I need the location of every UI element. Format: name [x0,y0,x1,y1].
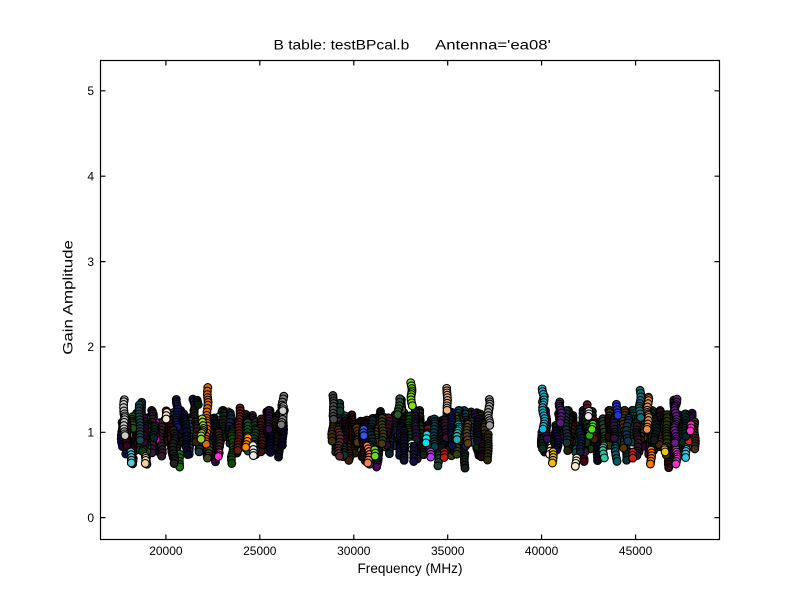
svg-text:B table: testBPcal.b: B table: testBPcal.b [274,38,410,53]
svg-text:4: 4 [87,169,94,183]
svg-text:25000: 25000 [243,544,277,558]
svg-text:5: 5 [87,84,94,98]
svg-text:40000: 40000 [525,544,559,558]
svg-text:30000: 30000 [337,544,371,558]
svg-text:2: 2 [87,340,94,354]
svg-text:Gain Amplitude: Gain Amplitude [61,240,76,355]
svg-text:Frequency (MHz): Frequency (MHz) [358,561,463,576]
svg-text:35000: 35000 [431,544,465,558]
svg-text:0: 0 [87,511,94,525]
svg-text:3: 3 [87,255,94,269]
svg-text:20000: 20000 [149,544,183,558]
svg-text:1: 1 [87,426,94,440]
svg-text:45000: 45000 [619,544,653,558]
svg-text:Antenna='ea08': Antenna='ea08' [435,38,551,53]
